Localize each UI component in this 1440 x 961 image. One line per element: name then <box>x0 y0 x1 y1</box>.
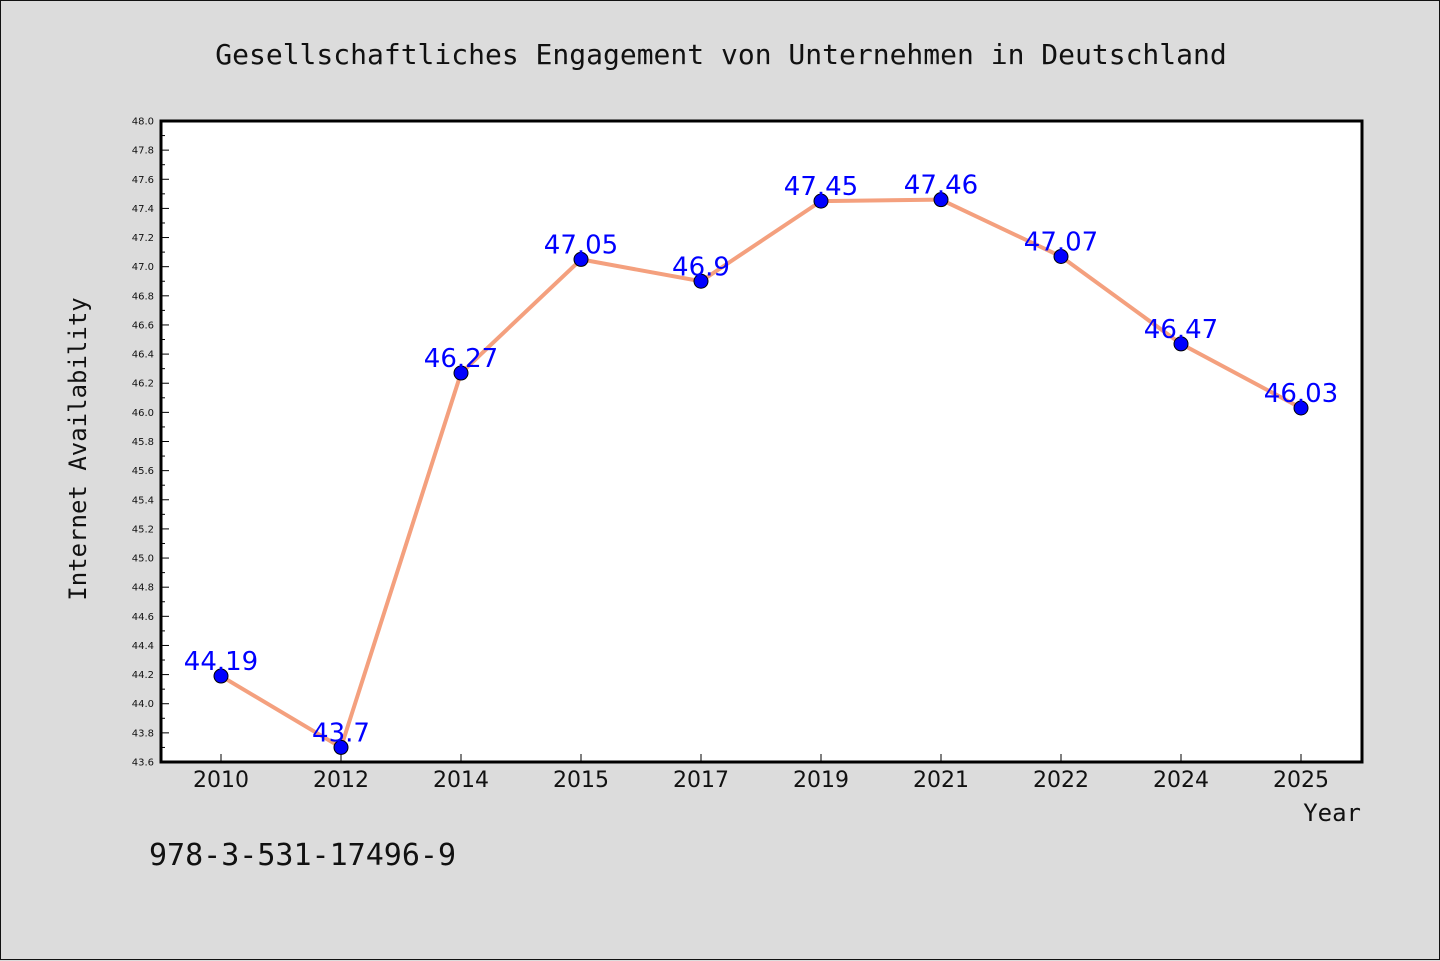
data-point <box>813 193 829 209</box>
data-label: 47.46 <box>904 171 978 201</box>
data-label: 47.05 <box>544 230 618 260</box>
x-tick-label: 2024 <box>1153 768 1209 793</box>
y-tick-label: 47.0 <box>132 262 154 273</box>
x-tick-label: 2017 <box>673 768 729 793</box>
plot-area <box>159 119 1364 764</box>
x-tick-label: 2014 <box>433 768 489 793</box>
y-tick-label: 47.2 <box>132 233 154 244</box>
y-tick-label: 45.4 <box>132 495 154 506</box>
y-tick-label: 46.4 <box>132 350 154 361</box>
y-tick-label: 46.6 <box>132 320 154 331</box>
x-axis-label: Year <box>1303 799 1361 827</box>
series-line <box>219 197 1303 750</box>
y-tick-label: 46.0 <box>132 408 154 419</box>
y-tick-label: 47.8 <box>132 146 154 157</box>
data-point <box>1293 400 1309 416</box>
x-tick-label: 2025 <box>1273 768 1329 793</box>
x-tick-label: 2022 <box>1033 768 1089 793</box>
data-label: 43.7 <box>312 718 370 748</box>
x-axis: 2010 2012 2014 2015 2017 2019 2021 2022 2024 2025 <box>193 754 1329 793</box>
x-tick-label: 2010 <box>193 768 249 793</box>
y-axis: 43.6 43.8 44.0 44.2 44.4 44.6 44.8 45.0 45.2 45.4… <box>132 117 169 769</box>
data-label: 47.45 <box>784 172 858 202</box>
y-tick-label: 45.8 <box>132 437 154 448</box>
data-label: 46.27 <box>424 344 498 374</box>
chart-title: Gesellschaftliches Engagement von Untern… <box>215 38 1226 71</box>
y-tick-label: 44.4 <box>132 641 154 652</box>
data-point <box>453 365 469 381</box>
y-tick-label: 46.2 <box>132 379 154 390</box>
y-tick-label: 43.6 <box>132 758 154 769</box>
series-layer: 44.19 43.7 46.27 47.05 46.9 47.45 47.46 47.07 46… <box>184 171 1338 755</box>
y-tick-label: 47.6 <box>132 175 154 186</box>
data-point <box>573 251 589 267</box>
y-tick-label: 44.6 <box>132 612 154 623</box>
data-label: 47.07 <box>1024 227 1098 257</box>
data-label: 44.19 <box>184 647 258 677</box>
x-tick-label: 2019 <box>793 768 849 793</box>
data-point <box>693 273 709 289</box>
x-tick-label: 2021 <box>913 768 969 793</box>
x-tick-label: 2012 <box>313 768 369 793</box>
data-label: 46.47 <box>1144 315 1218 345</box>
y-tick-label: 45.0 <box>132 554 154 565</box>
data-point <box>933 192 949 208</box>
y-tick-label: 43.8 <box>132 728 154 739</box>
y-tick-label: 48.0 <box>132 117 154 128</box>
x-tick-label: 2015 <box>553 768 609 793</box>
y-tick-label: 45.2 <box>132 524 154 535</box>
data-point <box>213 668 229 684</box>
data-point <box>1173 336 1189 352</box>
y-axis-label: Internet Availability <box>64 297 92 600</box>
y-tick-label: 45.6 <box>132 466 154 477</box>
y-tick-label: 47.4 <box>132 204 154 215</box>
y-tick-label: 44.8 <box>132 583 154 594</box>
y-tick-label: 44.0 <box>132 699 154 710</box>
data-point <box>333 739 349 755</box>
data-point <box>1053 248 1069 264</box>
isbn-text: 978-3-531-17496-9 <box>149 838 456 873</box>
y-tick-label: 44.2 <box>132 670 154 681</box>
data-label: 46.03 <box>1264 379 1338 409</box>
data-label: 46.9 <box>672 252 730 282</box>
y-tick-label: 46.8 <box>132 291 154 302</box>
